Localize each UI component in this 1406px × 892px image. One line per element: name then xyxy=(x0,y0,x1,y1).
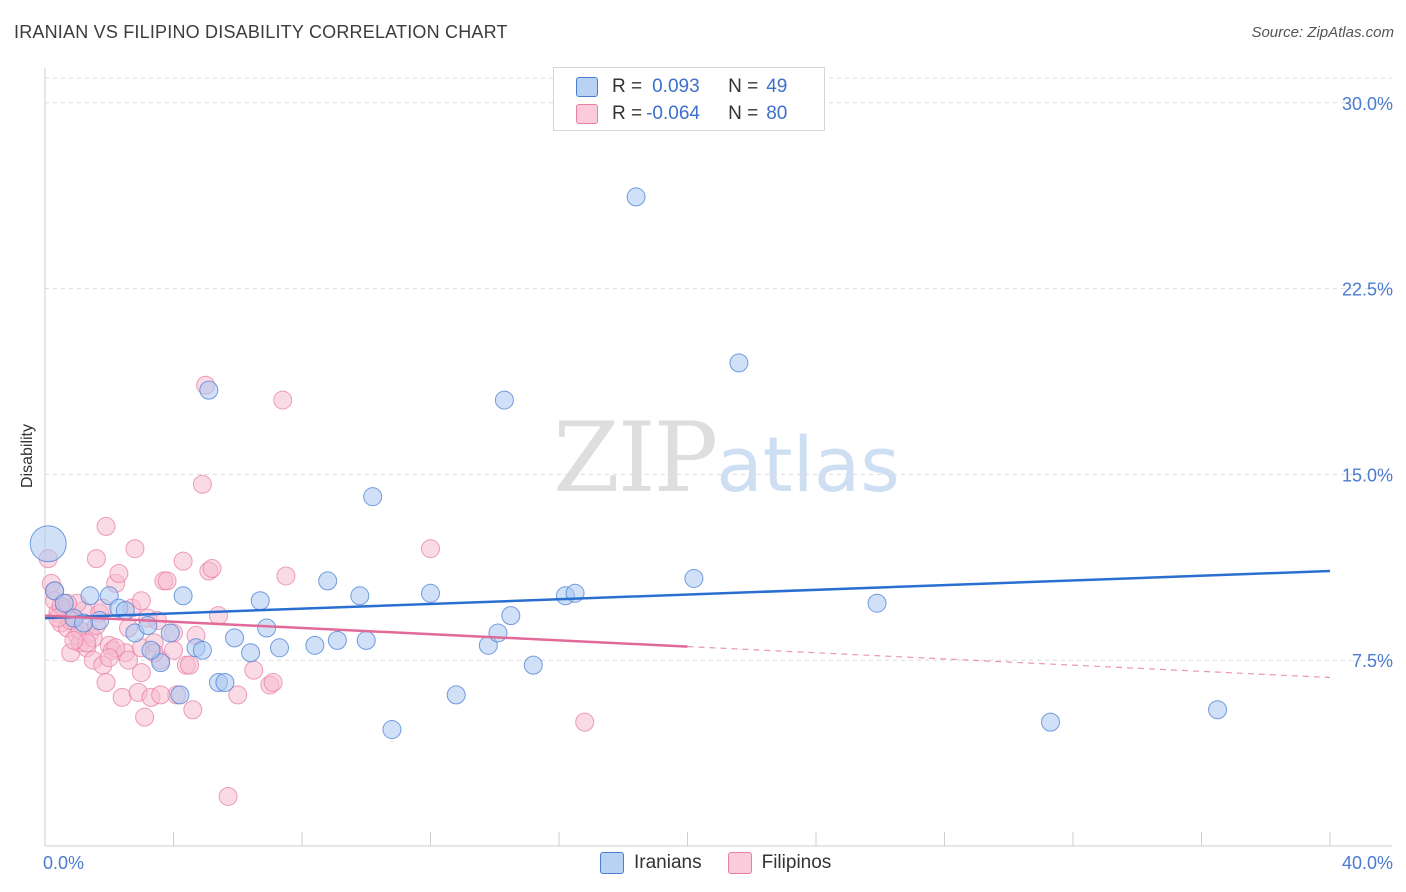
filipino-point xyxy=(183,700,203,720)
filipino-point xyxy=(109,563,129,583)
filipino-point xyxy=(180,655,200,675)
filipino-point xyxy=(173,551,193,571)
legend-item-filipinos[interactable]: Filipinos xyxy=(727,852,832,874)
legend-r-label: R = xyxy=(612,103,643,124)
filipino-point xyxy=(112,687,132,707)
iranian-point xyxy=(350,586,370,606)
iranian-point xyxy=(270,638,290,658)
filipino-point xyxy=(192,474,212,494)
source-label: Source: ZipAtlas.com xyxy=(1251,24,1394,41)
filipino-point xyxy=(131,663,151,683)
filipino-point xyxy=(125,539,145,559)
iranian-point xyxy=(684,568,704,588)
filipino-point xyxy=(218,786,238,806)
filipino-point xyxy=(135,707,155,727)
legend-item-iranians[interactable]: Iranians xyxy=(600,852,702,874)
y-tick-label: 15.0% xyxy=(1342,465,1393,485)
x-tick-label: 40.0% xyxy=(1342,853,1393,873)
filipino-point xyxy=(64,630,84,650)
iranian-point xyxy=(257,618,277,638)
iranian-point xyxy=(241,643,261,663)
filipino-point xyxy=(421,539,440,559)
iranian-point xyxy=(170,685,190,705)
iranian-point xyxy=(215,672,235,692)
legend-r-label: R = xyxy=(612,76,643,97)
iranians-legend-swatch xyxy=(600,852,624,874)
filipinos-trendline xyxy=(44,614,688,648)
y-tick-label: 22.5% xyxy=(1342,280,1393,300)
iranian-point xyxy=(173,586,193,606)
filipino-point xyxy=(228,685,248,705)
iranian-point xyxy=(421,583,440,603)
iranian-point xyxy=(160,623,180,643)
legend-filipinos-label: Filipinos xyxy=(761,852,832,873)
legend-n-value: 80 xyxy=(766,103,788,124)
iranians-swatch xyxy=(576,77,598,97)
iranian-point xyxy=(318,571,338,591)
iranian-point xyxy=(501,606,521,626)
chart-title: IRANIAN VS FILIPINO DISABILITY CORRELATI… xyxy=(14,22,508,42)
legend-n-value: 49 xyxy=(766,76,788,97)
iranian-point xyxy=(382,720,402,740)
iranians-trendline xyxy=(44,569,1331,620)
filipino-point xyxy=(263,672,283,692)
iranian-point xyxy=(363,487,383,507)
legend-row-filipinos: R = -0.064 N = 80 xyxy=(576,102,787,126)
y-tick-label: 30.0% xyxy=(1342,94,1393,114)
iranian-point xyxy=(729,353,749,373)
y-tick-label: 7.5% xyxy=(1352,651,1393,671)
stats-legend: R = 0.093 N = 49 R = -0.064 N = 80 xyxy=(553,67,825,131)
iranian-point xyxy=(523,655,543,675)
iranian-point xyxy=(494,390,514,410)
filipino-point xyxy=(202,559,222,579)
iranian-point xyxy=(1041,712,1061,732)
legend-row-iranians: R = 0.093 N = 49 xyxy=(576,75,787,99)
iranian-point xyxy=(141,640,161,660)
filipino-point xyxy=(157,571,177,591)
legend-r-value: 0.093 xyxy=(652,76,700,97)
legend-iranians-label: Iranians xyxy=(634,852,702,873)
iranian-point xyxy=(199,380,219,400)
filipino-point xyxy=(273,390,293,410)
watermark-zip: ZIP xyxy=(553,402,718,514)
iranian-point xyxy=(327,630,347,650)
series-legend: Iranians Filipinos xyxy=(600,852,857,874)
filipino-point xyxy=(151,685,171,705)
iranian-point xyxy=(80,586,100,606)
watermark: ZIPatlas xyxy=(553,402,900,514)
iranian-point xyxy=(305,635,325,655)
filipino-point xyxy=(96,516,116,536)
watermark-atlas: atlas xyxy=(716,420,900,509)
iranian-point xyxy=(446,685,466,705)
iranian-point xyxy=(54,593,74,613)
iranian-point xyxy=(1208,700,1228,720)
iranian-point xyxy=(90,611,110,631)
iranian-point xyxy=(356,630,376,650)
iranian-point xyxy=(867,593,887,613)
filipino-point xyxy=(208,606,228,626)
filipinos-trendline-extension xyxy=(687,645,1331,679)
legend-r-value: -0.064 xyxy=(646,103,700,124)
filipino-point xyxy=(96,672,116,692)
iranian-point xyxy=(29,525,67,563)
filipinos-swatch xyxy=(576,104,598,124)
filipinos-legend-swatch xyxy=(727,852,752,874)
iranian-point xyxy=(488,623,508,643)
iranian-point xyxy=(225,628,245,648)
x-tick-label: 0.0% xyxy=(43,853,84,873)
filipino-point xyxy=(276,566,296,586)
filipino-point xyxy=(131,591,151,611)
iranian-point xyxy=(250,591,270,611)
filipino-point xyxy=(99,648,119,668)
filipino-point xyxy=(575,712,595,732)
legend-n-label: N = xyxy=(728,103,759,124)
iranian-point xyxy=(192,640,212,660)
filipino-point xyxy=(244,660,264,680)
legend-n-label: N = xyxy=(728,76,759,97)
iranian-point xyxy=(626,187,646,207)
filipino-point xyxy=(86,549,106,569)
filipino-point xyxy=(119,650,139,670)
iranian-point xyxy=(115,601,135,621)
